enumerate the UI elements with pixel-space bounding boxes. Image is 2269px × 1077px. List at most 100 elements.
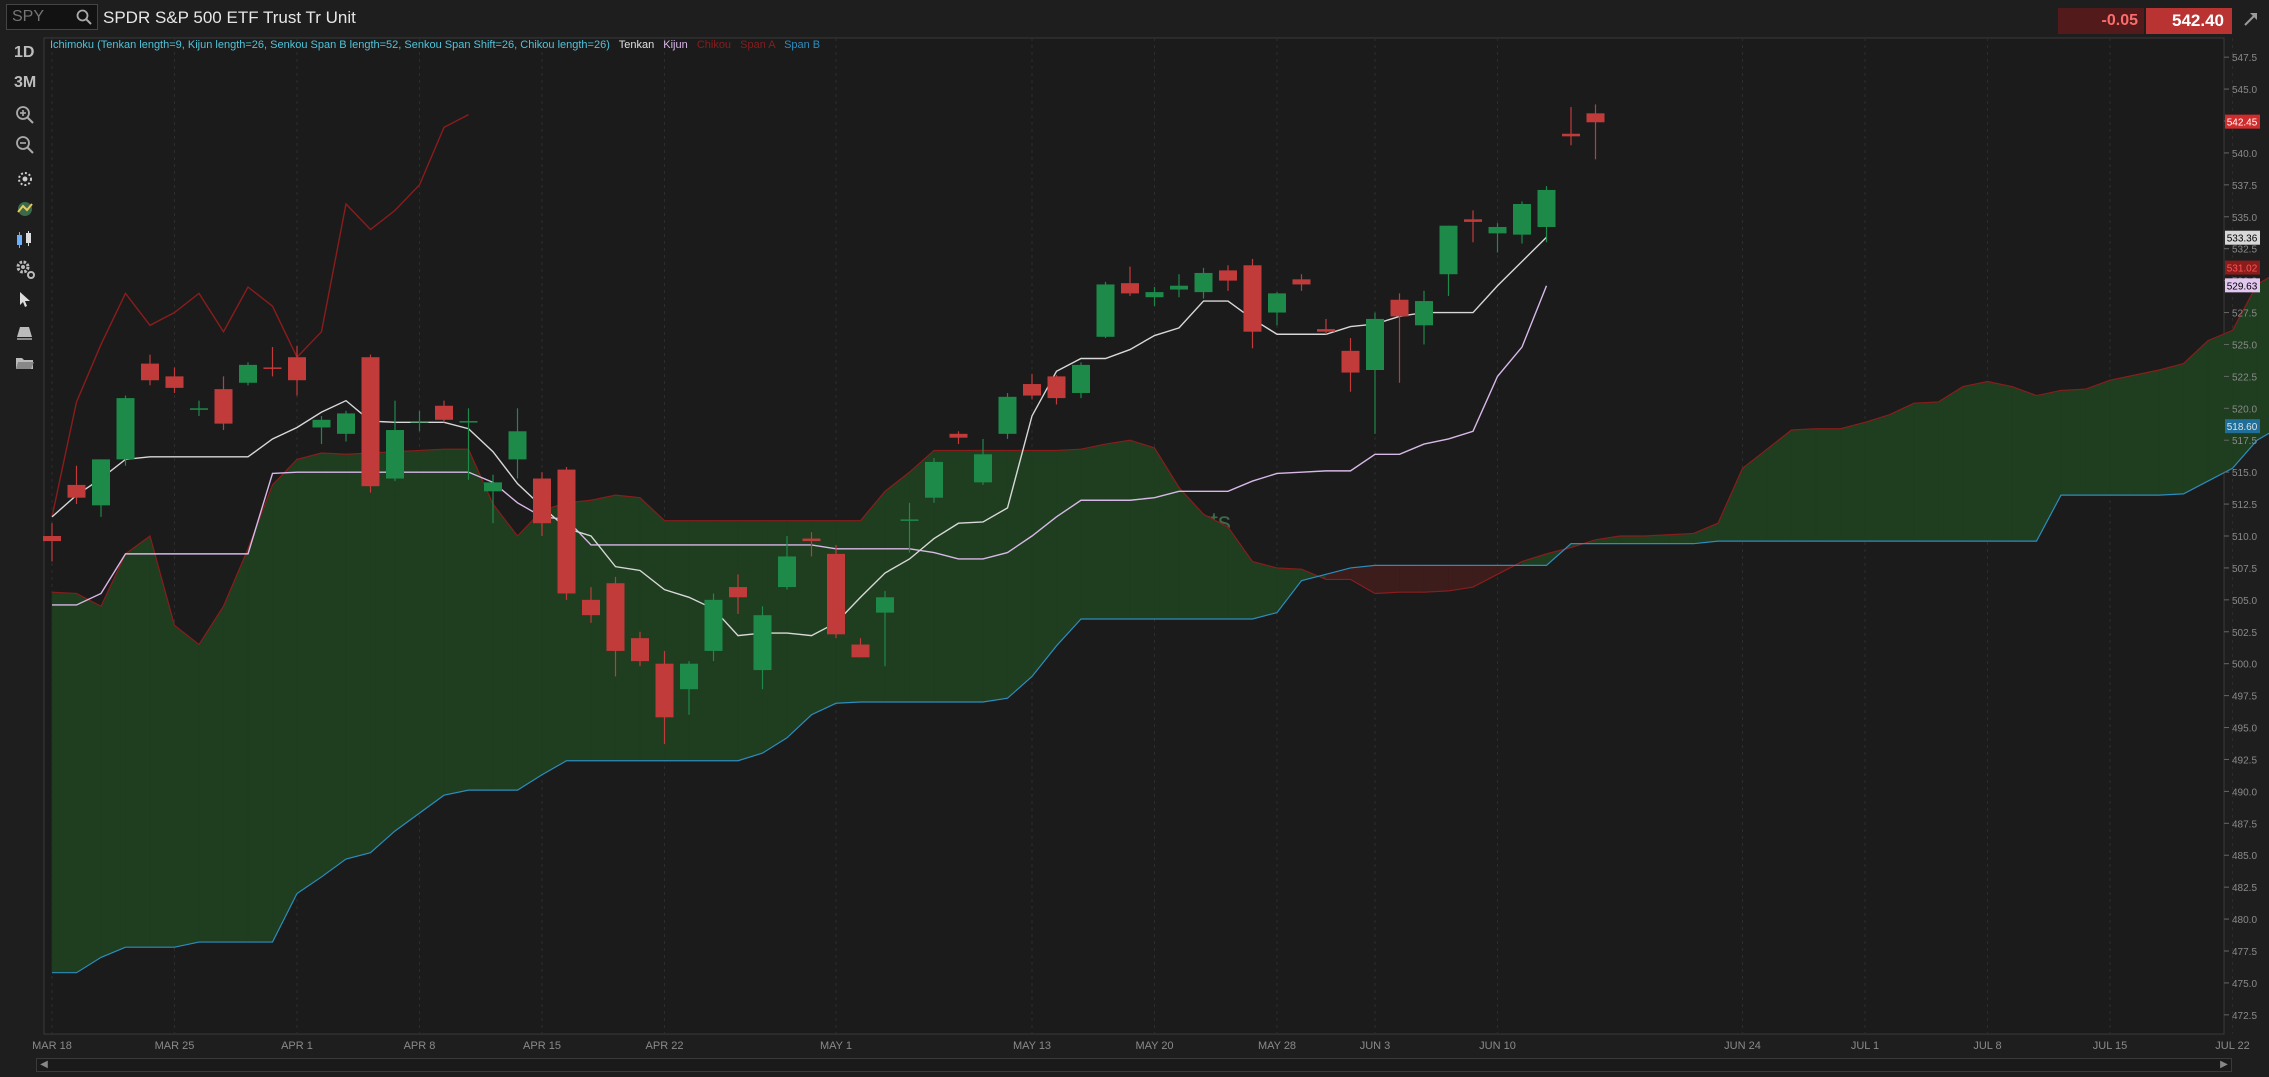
cloud-segment xyxy=(125,535,151,948)
y-tick-label: 517.5 xyxy=(2232,436,2257,447)
candle-body xyxy=(288,357,306,381)
candle-body xyxy=(1268,293,1286,313)
scroll-left-icon[interactable]: ◀ xyxy=(40,1059,48,1070)
candle-body xyxy=(1170,285,1188,290)
cloud-segment xyxy=(198,605,224,943)
candle-body xyxy=(1586,113,1605,123)
candle-body xyxy=(802,538,821,542)
cursor-icon[interactable] xyxy=(14,288,36,310)
search-icon[interactable] xyxy=(75,8,93,26)
candle-body xyxy=(557,469,576,594)
cloud-segment xyxy=(1913,401,1939,542)
cloud-segment xyxy=(272,458,298,943)
symbol-search[interactable] xyxy=(6,4,98,30)
cloud-segment xyxy=(1423,565,1449,593)
cloud-segment xyxy=(394,450,420,832)
y-tick-label: 497.5 xyxy=(2232,692,2257,703)
cloud-segment xyxy=(2256,277,2269,441)
price-tag-bg xyxy=(2225,278,2260,293)
price-tags: 542.45 533.36 531.02 529.63 518.60 xyxy=(2225,114,2260,434)
cloud-segment xyxy=(443,448,469,796)
cloud-segment xyxy=(639,496,665,762)
candle-body xyxy=(190,408,208,410)
y-tick-label: 505.0 xyxy=(2232,596,2257,607)
cloud-segment xyxy=(174,624,200,948)
cloud-segment xyxy=(517,509,543,791)
chart-type-icon[interactable] xyxy=(14,228,36,250)
cloud-segment xyxy=(664,520,690,762)
cloud-segment xyxy=(786,520,812,739)
candle-body xyxy=(1415,301,1433,326)
candle-body xyxy=(1513,204,1531,235)
zoom-in-icon[interactable] xyxy=(14,104,36,126)
cloud-segment xyxy=(2183,339,2209,495)
y-axis: 547.5545.0542.5540.0537.5535.0532.5530.0… xyxy=(2224,53,2257,1022)
candle-body xyxy=(1439,225,1458,275)
cloud-segment xyxy=(1987,381,2013,542)
timeframe-3m[interactable]: 3M xyxy=(14,74,37,91)
x-tick-label: APR 22 xyxy=(646,1040,684,1052)
settings-icon[interactable] xyxy=(14,258,36,280)
price-tag-bg xyxy=(2225,419,2260,434)
candle-body xyxy=(263,367,282,369)
candle-body xyxy=(1145,292,1164,298)
y-tick-label: 522.5 xyxy=(2232,372,2257,383)
candle-body xyxy=(459,421,478,423)
candle-body xyxy=(1121,283,1139,294)
expand-icon[interactable] xyxy=(2240,8,2262,30)
y-tick-label: 535.0 xyxy=(2232,213,2257,224)
horizontal-scrollbar[interactable]: ◀ ▶ xyxy=(36,1058,2232,1072)
cloud-segment xyxy=(492,503,518,791)
scroll-right-icon[interactable]: ▶ xyxy=(2220,1059,2228,1070)
cloud-segment xyxy=(1031,450,1057,678)
candle-body xyxy=(386,430,404,479)
cloud-segment xyxy=(1056,448,1082,647)
y-tick-label: 515.0 xyxy=(2232,468,2257,479)
price-change: -0.05 xyxy=(2058,8,2144,34)
x-tick-label: MAY 28 xyxy=(1258,1040,1296,1052)
x-tick-label: APR 8 xyxy=(404,1040,436,1052)
y-tick-label: 482.5 xyxy=(2232,883,2257,894)
cloud-segment xyxy=(100,553,126,958)
search-input[interactable] xyxy=(12,8,72,26)
cloud-segment xyxy=(76,592,102,974)
candle-body xyxy=(1390,299,1409,317)
drawing-icon[interactable] xyxy=(14,168,36,190)
y-tick-label: 520.0 xyxy=(2232,404,2257,415)
y-tick-label: 502.5 xyxy=(2232,628,2257,639)
candle-body xyxy=(337,413,355,434)
candle-body xyxy=(116,398,135,460)
price-tag-label: 531.02 xyxy=(2227,264,2258,275)
candle-body xyxy=(165,376,184,388)
x-tick-label: JUN 10 xyxy=(1479,1040,1516,1052)
cloud-segment xyxy=(2158,363,2184,496)
candle-body xyxy=(508,431,527,460)
candle-body xyxy=(214,389,233,424)
candle-body xyxy=(1047,376,1066,399)
eraser-icon[interactable] xyxy=(14,322,36,344)
cloud-segment xyxy=(1105,439,1131,620)
zoom-out-icon[interactable] xyxy=(14,134,36,156)
candle-body xyxy=(974,454,992,483)
candle-body xyxy=(753,615,772,671)
y-tick-label: 532.5 xyxy=(2232,245,2257,256)
folder-icon[interactable] xyxy=(14,352,36,374)
candle-body xyxy=(1194,272,1213,293)
timeframe-1d[interactable]: 1D xyxy=(14,44,35,61)
cloud-segment xyxy=(419,448,445,814)
chikou-line xyxy=(51,113,469,517)
candle-body xyxy=(1023,384,1041,396)
price-tag-bg xyxy=(2225,260,2260,275)
candle-body xyxy=(435,405,453,420)
x-axis: MAR 18 MAR 25 APR 1 APR 8 APR 15 APR 22 MAY 1 M… xyxy=(32,1040,2250,1052)
candle-body xyxy=(239,364,257,383)
candle-body xyxy=(680,663,698,690)
candle-body xyxy=(312,419,331,428)
y-tick-label: 485.0 xyxy=(2232,851,2257,862)
candle-body xyxy=(67,484,86,498)
candle-body xyxy=(606,583,625,651)
y-tick-label: 547.5 xyxy=(2232,53,2257,64)
candle-body xyxy=(533,478,551,524)
studies-icon[interactable] xyxy=(14,198,36,220)
